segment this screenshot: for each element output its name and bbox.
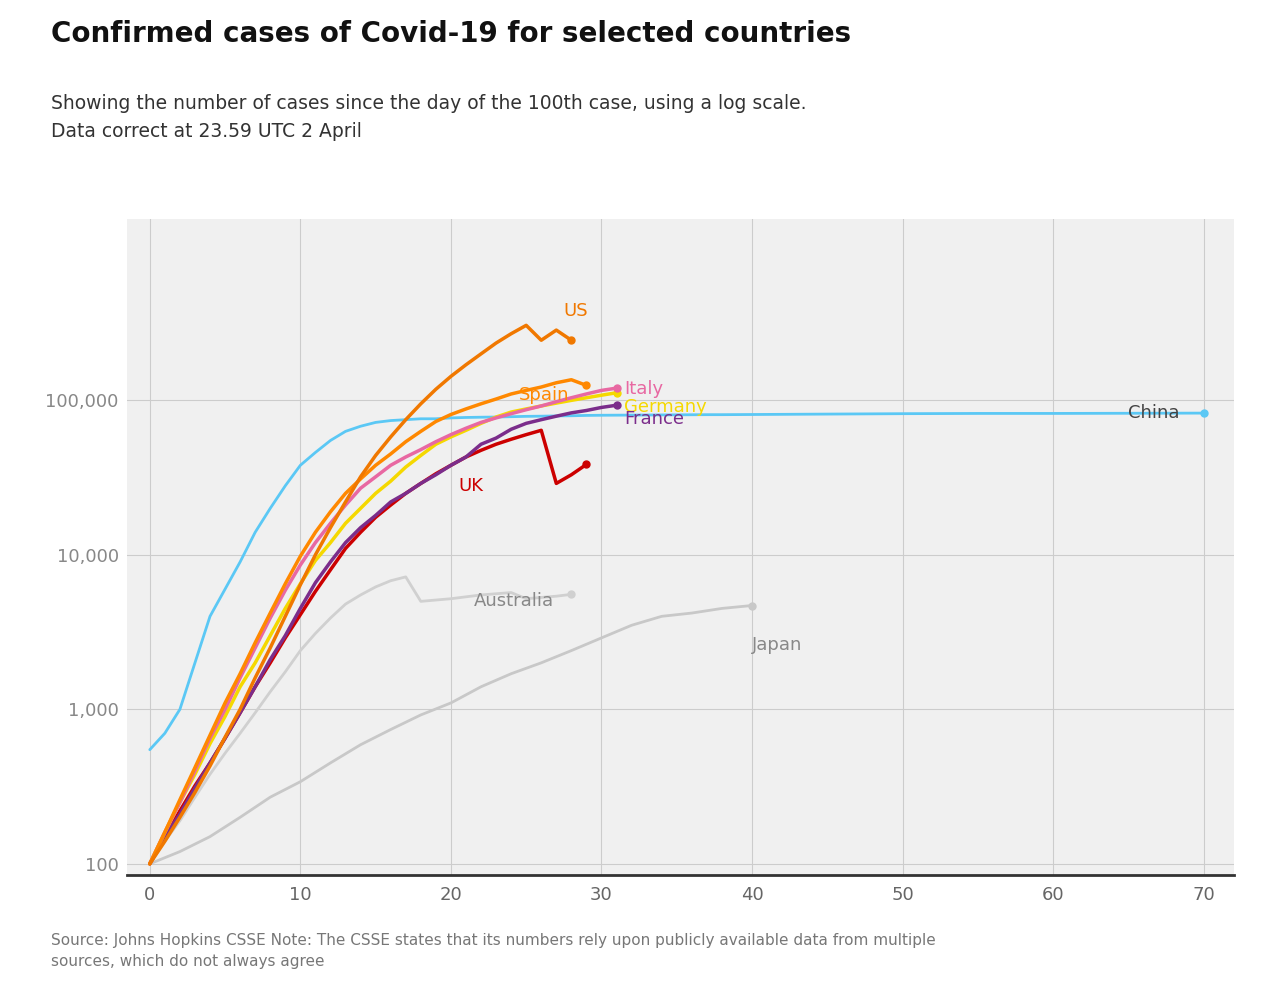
Text: France: France: [625, 410, 684, 427]
Text: Italy: Italy: [625, 380, 663, 398]
Text: Showing the number of cases since the day of the 100th case, using a log scale.
: Showing the number of cases since the da…: [51, 94, 806, 141]
Text: Japan: Japan: [752, 636, 803, 654]
Text: Spain: Spain: [519, 387, 569, 405]
Text: Source: Johns Hopkins CSSE Note: The CSSE states that its numbers rely upon publ: Source: Johns Hopkins CSSE Note: The CSS…: [51, 933, 936, 969]
Text: US: US: [563, 302, 589, 320]
Text: Australia: Australia: [473, 592, 553, 610]
Text: Germany: Germany: [625, 399, 707, 416]
Text: Confirmed cases of Covid-19 for selected countries: Confirmed cases of Covid-19 for selected…: [51, 20, 851, 48]
Text: China: China: [1128, 404, 1180, 421]
Text: UK: UK: [458, 477, 483, 495]
